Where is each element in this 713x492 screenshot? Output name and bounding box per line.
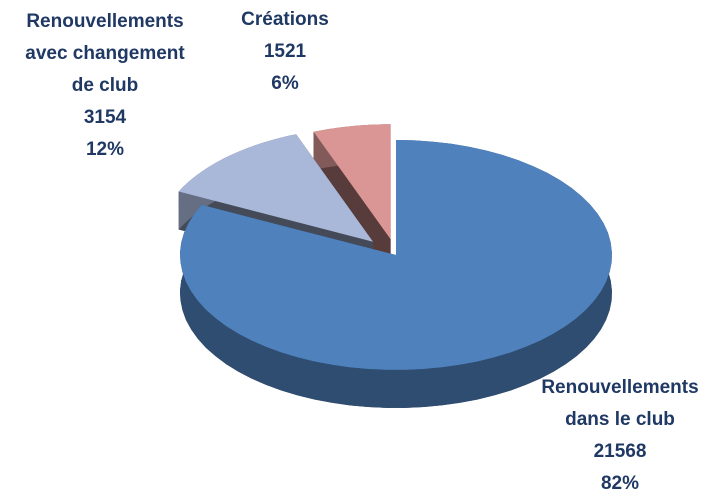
slice — [180, 140, 612, 370]
category-label: Renouvellements — [541, 377, 698, 398]
value-label: 21568 — [594, 441, 647, 462]
category-label: avec changement — [25, 43, 185, 64]
category-label: dans le club — [565, 409, 675, 430]
percent-label: 12% — [86, 139, 124, 160]
slice — [178, 134, 373, 242]
value-label: 1521 — [264, 41, 307, 62]
percent-label: 6% — [271, 73, 299, 94]
category-label: de club — [72, 75, 139, 96]
category-label: Créations — [241, 9, 329, 30]
slice — [313, 124, 391, 240]
category-label: Renouvellements — [26, 11, 183, 32]
value-label: 3154 — [84, 107, 127, 128]
percent-label: 82% — [601, 473, 639, 492]
